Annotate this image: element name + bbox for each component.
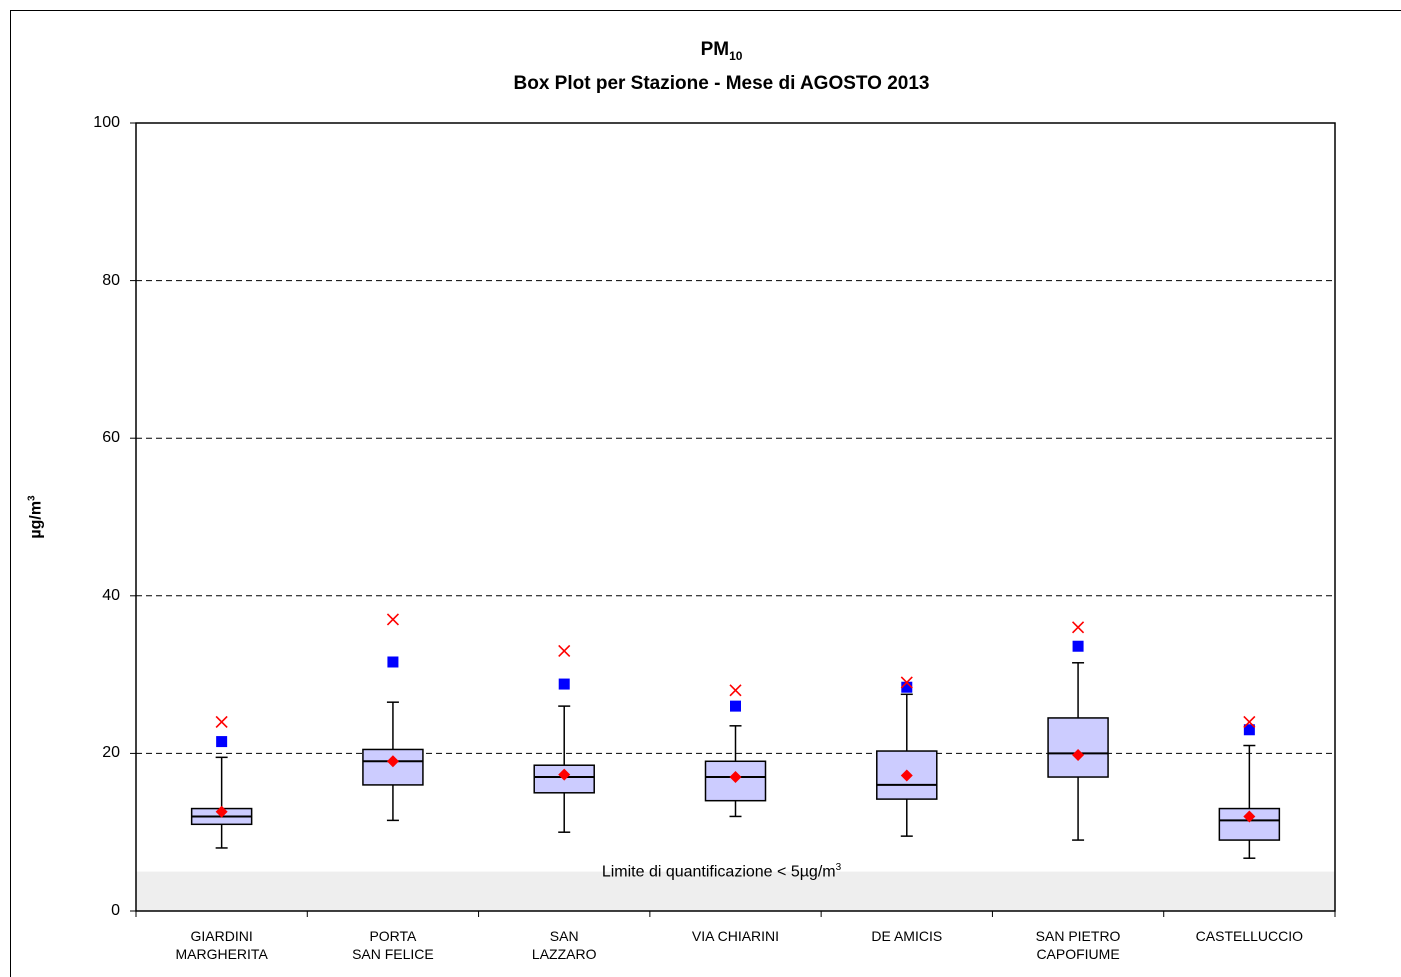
- category-label: VIA CHIARINI: [661, 927, 811, 945]
- quantification-limit-note: Limite di quantificazione < 5µg/m3: [0, 862, 1401, 881]
- title-subscript: 10: [729, 48, 743, 63]
- percentile-marker: [216, 736, 228, 748]
- max-marker: [215, 715, 228, 728]
- max-marker: [900, 676, 913, 689]
- category-label: DE AMICIS: [832, 927, 982, 945]
- category-label: GIARDINI MARGHERITA: [147, 927, 297, 963]
- category-label-line1: DE AMICIS: [871, 928, 943, 944]
- category-label-line1: PORTA: [369, 928, 417, 944]
- category-label: SAN PIETRO CAPOFIUME: [1003, 927, 1153, 963]
- percentile-marker: [901, 681, 913, 693]
- category-label: PORTA SAN FELICE: [318, 927, 468, 963]
- max-marker: [558, 644, 571, 658]
- y-tick-label: 80: [102, 271, 120, 289]
- category-label-line1: SAN: [549, 928, 579, 944]
- y-tick-label: 0: [111, 902, 120, 919]
- category-label-line1: VIA CHIARINI: [691, 928, 780, 944]
- category-label-line2: CAPOFIUME: [1036, 946, 1120, 962]
- percentile-marker: [1243, 724, 1255, 736]
- y-tick-label: 100: [93, 114, 120, 131]
- category-label-line2: MARGHERITA: [175, 946, 268, 962]
- box-iqr: [1047, 717, 1109, 778]
- category-label-line1: GIARDINI: [190, 928, 253, 944]
- category-label: SAN LAZZARO: [489, 927, 639, 963]
- chart-frame: [10, 10, 1401, 977]
- box-iqr: [1218, 807, 1281, 841]
- mean-marker: [900, 769, 913, 782]
- chart-subtitle: Box Plot per Stazione - Mese di AGOSTO 2…: [513, 72, 930, 94]
- quantification-limit-band: [136, 871, 1335, 911]
- max-marker: [1072, 621, 1085, 634]
- y-tick-label: 20: [102, 744, 120, 762]
- plot-area-border: [135, 122, 1336, 912]
- max-marker: [729, 684, 742, 697]
- mean-marker: [1243, 810, 1256, 823]
- quantification-limit-superscript: 3: [835, 862, 842, 873]
- category-label: CASTELLUCCIO: [1174, 927, 1324, 945]
- percentile-marker: [558, 678, 570, 690]
- title-text: PM: [700, 39, 730, 60]
- category-label-line2: SAN FELICE: [352, 946, 434, 962]
- percentile-marker: [1072, 640, 1084, 652]
- y-tick-label: 60: [102, 429, 120, 447]
- quantification-limit-text: Limite di quantificazione < 5µg/m: [601, 863, 836, 881]
- mean-marker: [729, 771, 742, 784]
- mean-marker: [1072, 748, 1085, 761]
- mean-marker: [215, 805, 228, 818]
- y-tick-label: 40: [102, 586, 120, 604]
- category-label-line1: CASTELLUCCIO: [1195, 928, 1304, 944]
- chart-title: PM10 Box Plot per Stazione - Mese di AGO…: [0, 36, 1401, 98]
- category-label-line2: LAZZARO: [531, 946, 597, 962]
- max-marker: [386, 613, 399, 626]
- percentile-marker: [387, 656, 399, 668]
- mean-marker: [386, 755, 399, 768]
- percentile-marker: [730, 700, 741, 712]
- category-label-line1: SAN PIETRO: [1035, 928, 1121, 944]
- mean-marker: [558, 768, 571, 781]
- max-marker: [1243, 715, 1256, 728]
